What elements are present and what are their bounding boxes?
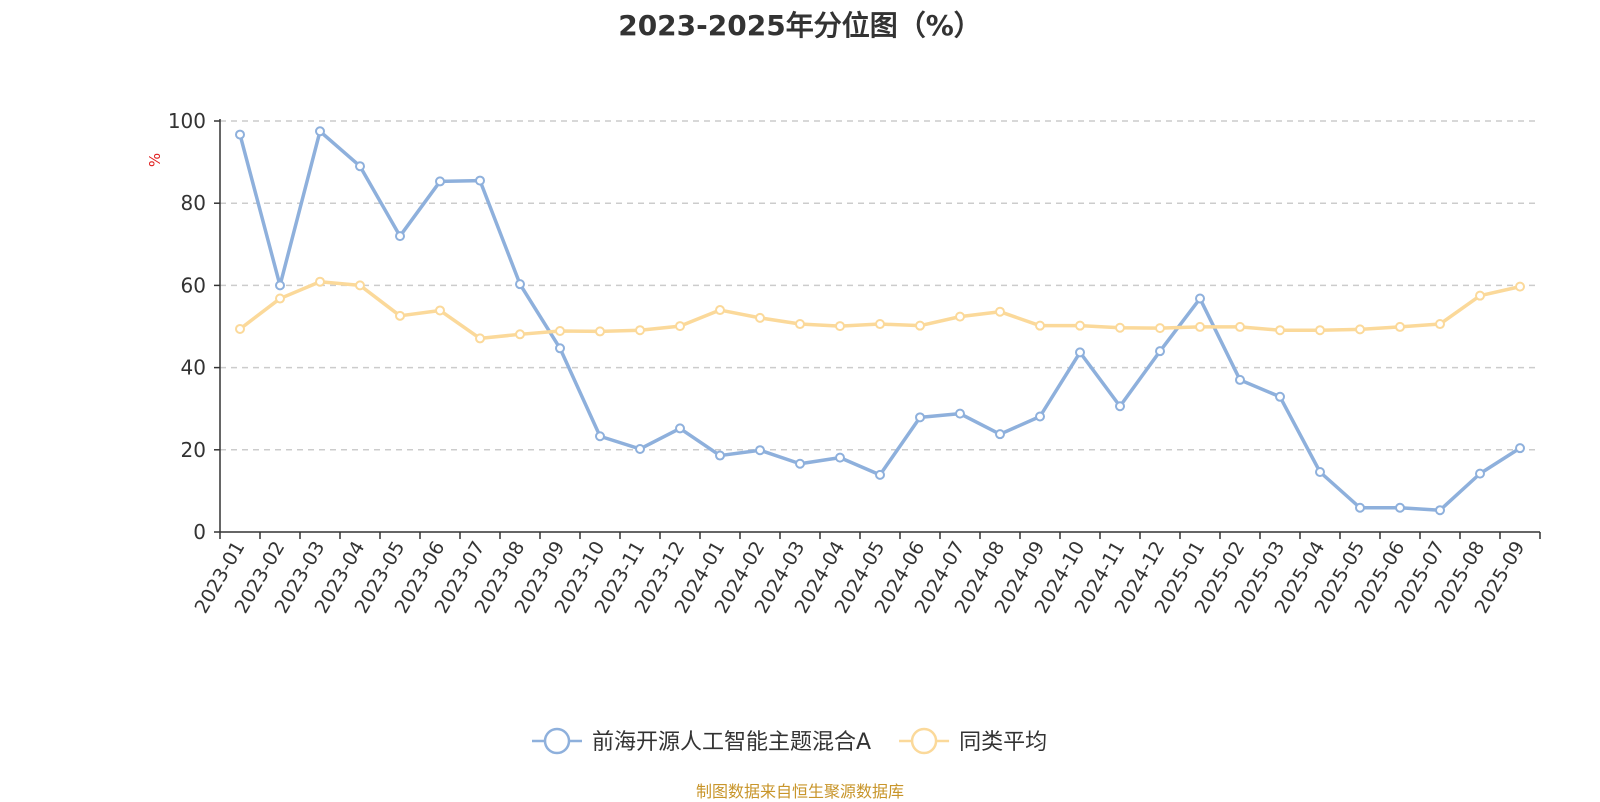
data-point bbox=[1275, 391, 1285, 402]
data-point bbox=[1235, 321, 1245, 332]
chart-title: 2023-2025年分位图（%） bbox=[618, 9, 982, 42]
data-point bbox=[995, 306, 1005, 317]
data-point bbox=[995, 429, 1005, 440]
data-point bbox=[235, 129, 245, 140]
data-point bbox=[435, 176, 445, 187]
y-tick-label: 20 bbox=[181, 438, 206, 462]
data-point bbox=[515, 329, 525, 340]
data-point bbox=[475, 333, 485, 344]
data-point bbox=[1395, 321, 1405, 332]
data-point bbox=[1315, 325, 1325, 336]
data-point bbox=[1155, 346, 1165, 357]
data-point bbox=[875, 469, 885, 480]
data-point bbox=[875, 319, 885, 330]
data-point bbox=[395, 231, 405, 242]
data-point bbox=[235, 323, 245, 334]
data-point bbox=[1355, 502, 1365, 513]
data-point bbox=[355, 280, 365, 291]
data-point bbox=[555, 343, 565, 354]
data-point bbox=[635, 325, 645, 336]
data-point bbox=[835, 321, 845, 332]
data-point bbox=[475, 175, 485, 186]
data-point bbox=[1115, 322, 1125, 333]
data-point bbox=[1075, 347, 1085, 358]
y-tick-label: 40 bbox=[181, 356, 206, 380]
data-point bbox=[1035, 411, 1045, 422]
data-point bbox=[1275, 325, 1285, 336]
y-tick-label: 80 bbox=[181, 191, 206, 215]
legend-label: 同类平均 bbox=[959, 730, 1047, 755]
data-point bbox=[555, 326, 565, 337]
data-point bbox=[795, 319, 805, 330]
data-point bbox=[355, 161, 365, 172]
data-point bbox=[1475, 290, 1485, 301]
legend-marker bbox=[543, 727, 571, 755]
data-point bbox=[675, 321, 685, 332]
data-point bbox=[915, 320, 925, 331]
data-point bbox=[755, 312, 765, 323]
data-point bbox=[1515, 443, 1525, 454]
legend-label: 前海开源人工智能主题混合A bbox=[592, 730, 871, 755]
y-axis-unit: % bbox=[146, 153, 164, 167]
data-point bbox=[1115, 401, 1125, 412]
series-line-average bbox=[238, 279, 1521, 341]
source-note: 制图数据来自恒生聚源数据库 bbox=[695, 782, 904, 801]
data-point bbox=[1035, 320, 1045, 331]
data-point bbox=[395, 310, 405, 321]
data-point bbox=[595, 431, 605, 442]
data-point bbox=[1195, 293, 1205, 304]
data-point bbox=[1355, 324, 1365, 335]
data-point bbox=[315, 126, 325, 137]
data-point bbox=[1435, 505, 1445, 516]
data-point bbox=[835, 452, 845, 463]
data-point bbox=[1515, 281, 1525, 292]
data-point bbox=[675, 423, 685, 434]
data-point bbox=[595, 326, 605, 337]
data-point bbox=[1075, 320, 1085, 331]
y-tick-label: 60 bbox=[181, 273, 206, 297]
legend-marker bbox=[910, 727, 938, 755]
data-point bbox=[715, 305, 725, 316]
data-point bbox=[435, 305, 445, 316]
data-point bbox=[1315, 466, 1325, 477]
data-point bbox=[955, 408, 965, 419]
data-point bbox=[315, 276, 325, 287]
data-point bbox=[1195, 321, 1205, 332]
y-tick-label: 0 bbox=[193, 520, 206, 544]
data-point bbox=[515, 279, 525, 290]
data-point bbox=[1475, 468, 1485, 479]
y-tick-label: 100 bbox=[168, 109, 206, 133]
data-point bbox=[755, 445, 765, 456]
data-point bbox=[1435, 319, 1445, 330]
data-point bbox=[915, 412, 925, 423]
data-point bbox=[795, 458, 805, 469]
data-point bbox=[715, 450, 725, 461]
data-point bbox=[1235, 374, 1245, 385]
data-point bbox=[275, 293, 285, 304]
data-point bbox=[275, 280, 285, 291]
data-point bbox=[1395, 502, 1405, 513]
data-point bbox=[1155, 323, 1165, 334]
data-point bbox=[955, 311, 965, 322]
data-point bbox=[635, 443, 645, 454]
